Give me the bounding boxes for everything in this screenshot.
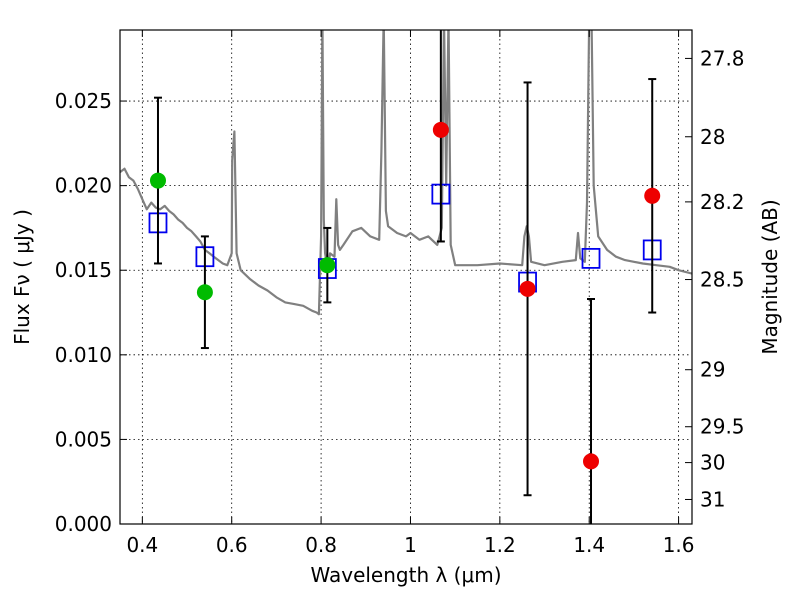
axis-tick-labels: 0.4 0.6 0.8 1 1.2 1.4 1.6 0.000 0.005 0.010 0.015 0… [55, 46, 745, 557]
plot-background [120, 30, 692, 524]
y2-tick-label: 29 [700, 358, 725, 382]
y2-axis-label: Magnitude (AB) [758, 199, 782, 354]
y-tick-label: 0.025 [55, 89, 112, 113]
model-flux-square [581, 247, 601, 269]
y2-tick-label: 28 [700, 125, 725, 149]
detection-point [319, 257, 336, 274]
x-tick-label: 0.4 [126, 533, 158, 557]
y-tick-label: 0.020 [55, 174, 112, 198]
x-tick-label: 1.6 [663, 533, 695, 557]
y-tick-label: 0.000 [55, 512, 112, 536]
y2-tick-label: 29.5 [700, 415, 745, 439]
x-axis-label: Wavelength λ (μm) [310, 563, 501, 587]
spectrum-layer [120, 30, 692, 316]
y2-tick-label: 30 [700, 451, 725, 475]
x-tick-label: 0.8 [305, 533, 337, 557]
detection-point [149, 172, 166, 189]
y-axis-label: Flux Fν ( μJy ) [10, 209, 34, 345]
plot-frame [119, 29, 693, 525]
spectrum-line [120, 30, 692, 316]
photometry-point [519, 280, 536, 297]
y2-tick-label: 31 [700, 487, 725, 511]
y2-tick-label: 27.8 [700, 46, 745, 70]
y2-tick-label: 28.5 [700, 268, 745, 292]
y-tick-label: 0.010 [55, 343, 112, 367]
y2-tick-label: 28.2 [700, 190, 745, 214]
photometry-point [432, 121, 449, 138]
x-tick-label: 1.2 [484, 533, 516, 557]
y-tick-label: 0.015 [55, 258, 112, 282]
photometry-point [644, 187, 661, 204]
detection-point [196, 284, 213, 301]
axis-ticks [120, 30, 692, 525]
y-tick-label: 0.005 [55, 427, 112, 451]
detection-points [149, 121, 661, 470]
x-tick-label: 1 [404, 533, 417, 557]
x-tick-label: 0.6 [216, 533, 248, 557]
x-tick-label: 1.4 [573, 533, 605, 557]
photometry-point [583, 453, 600, 470]
